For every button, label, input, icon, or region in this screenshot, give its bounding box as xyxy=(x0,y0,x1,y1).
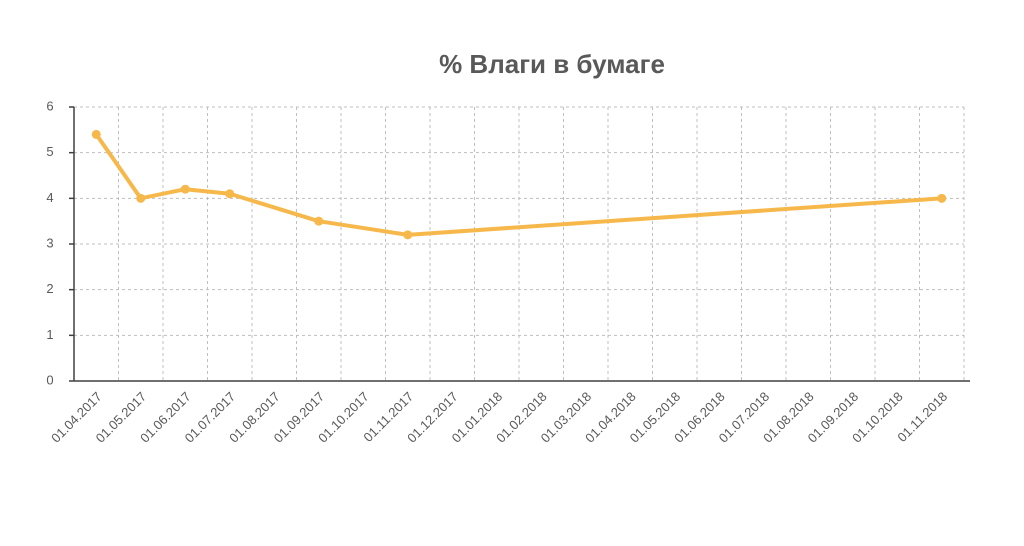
y-tick-label: 0 xyxy=(46,372,53,387)
line-segment xyxy=(227,191,321,224)
y-tick-label: 5 xyxy=(46,144,53,159)
line-segment xyxy=(183,187,232,196)
data-point xyxy=(136,193,146,203)
line-segment xyxy=(405,196,944,237)
line-segment xyxy=(94,132,143,201)
y-tick-label: 1 xyxy=(46,327,53,342)
data-point xyxy=(403,230,413,240)
data-point xyxy=(180,184,190,194)
y-tick-label: 3 xyxy=(46,235,53,250)
chart-title: % Влаги в бумаге xyxy=(439,49,665,79)
data-point xyxy=(225,189,235,199)
data-point xyxy=(314,216,324,226)
line-segment xyxy=(138,187,188,201)
data-point xyxy=(91,129,101,139)
y-tick-label: 2 xyxy=(46,281,53,296)
y-tick-label: 6 xyxy=(46,98,53,113)
line-segment xyxy=(316,219,410,237)
data-point xyxy=(937,193,947,203)
y-tick-label: 4 xyxy=(46,190,53,205)
